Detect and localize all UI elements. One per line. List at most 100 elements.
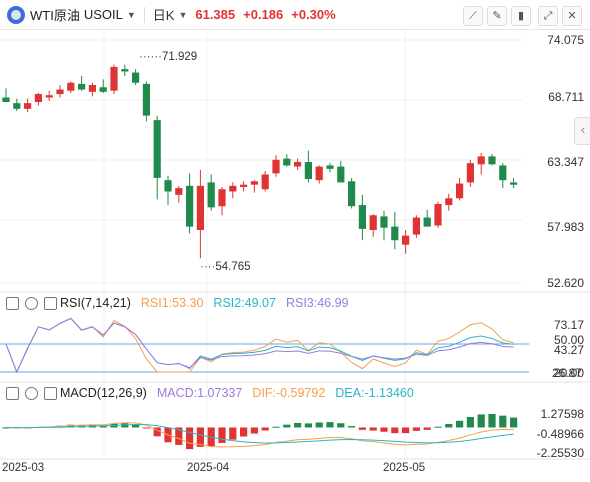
candle-body: [218, 189, 226, 207]
eye-icon[interactable]: [6, 296, 19, 310]
interval-selector[interactable]: 日K: [152, 8, 175, 23]
macd-bar: [153, 427, 161, 437]
settings-gear-icon[interactable]: [25, 386, 38, 400]
candle-body: [164, 180, 172, 192]
macd-series: [2, 413, 518, 450]
candle-body: [283, 158, 291, 166]
macd-axis-label: -0.48966: [536, 427, 584, 441]
rsi-title: RSI(7,14,21): [60, 296, 131, 310]
macd-axis-label: 1.27598: [540, 407, 584, 421]
last-price: 61.385: [195, 7, 236, 22]
x-axis-label: 2025-04: [187, 462, 230, 474]
price-change: +0.186: [243, 7, 284, 22]
candle-body: [240, 184, 248, 187]
symbol-code[interactable]: USOIL: [83, 7, 123, 22]
candle-body: [369, 215, 377, 230]
candle-body: [142, 83, 150, 116]
macd-bar: [510, 417, 518, 428]
macd-bar: [358, 427, 366, 430]
macd-bar: [261, 427, 269, 431]
candle-body: [412, 217, 420, 235]
candle-body: [121, 69, 129, 72]
macd-value: MACD:1.07337: [156, 386, 243, 400]
macd-bar: [326, 422, 334, 428]
price-axis-label: 52.620: [547, 276, 584, 290]
rsi-axis-label: 26.87: [551, 366, 582, 380]
macd-bar: [250, 427, 258, 434]
candle-body: [250, 181, 258, 185]
candle-body: [477, 156, 485, 165]
rsi-axis-label: 50.00: [553, 333, 584, 347]
candle-body: [326, 165, 334, 169]
macd-bar: [229, 427, 237, 440]
rsi2-line: [5, 317, 514, 374]
macd-bar: [142, 427, 150, 429]
macd-bar: [445, 423, 453, 428]
macd-header: MACD(12,26,9) MACD:1.07337 DIF:-0.59792 …: [0, 384, 414, 402]
macd-bar: [294, 422, 302, 428]
price-axis-label: 74.075: [547, 33, 584, 47]
candles: [2, 64, 518, 259]
close-icon[interactable]: ✕: [562, 6, 582, 26]
macd-bar: [499, 415, 507, 428]
price-axis-label: 68.711: [548, 90, 584, 104]
symbol-name[interactable]: WTI原油: [30, 8, 80, 23]
candle-body: [445, 198, 453, 206]
rsi3-value: RSI3:46.99: [285, 296, 349, 310]
candle-body: [380, 216, 388, 228]
chart-type-icon[interactable]: ▮: [511, 6, 531, 26]
candle-body: [56, 89, 64, 95]
macd-bar: [196, 427, 204, 447]
dif-line: [5, 422, 514, 448]
candle-body: [391, 226, 399, 241]
candle-body: [358, 205, 366, 229]
grid-lines: [0, 30, 590, 460]
collapse-panel-chevron-left-icon[interactable]: ‹: [574, 117, 590, 145]
macd-bar: [456, 420, 464, 428]
candle-body: [272, 159, 280, 174]
close-icon[interactable]: [44, 296, 57, 310]
rsi-axis-label: 43.27: [553, 343, 584, 357]
candle-body: [78, 83, 86, 90]
candle-body: [88, 85, 96, 92]
candle-body: [196, 185, 204, 230]
candle-body: [304, 162, 312, 180]
macd-bar: [391, 427, 399, 434]
candle-body: [132, 72, 140, 83]
candle-body: [488, 156, 496, 165]
indicator-icon[interactable]: ⟋: [463, 6, 483, 26]
candle-body: [456, 183, 464, 199]
macd-title: MACD(12,26,9): [60, 386, 147, 400]
rsi2-value: RSI2:49.07: [213, 296, 276, 310]
fullscreen-icon[interactable]: ⤢: [538, 6, 558, 26]
rsi1-value: RSI1:53.30: [140, 296, 204, 310]
macd-axis-label: -2.25530: [536, 446, 584, 460]
candle-body: [261, 174, 269, 190]
macd-bar: [283, 424, 291, 428]
macd-bar: [186, 427, 194, 450]
close-icon[interactable]: [44, 386, 57, 400]
candle-body: [13, 103, 21, 109]
macd-bar: [423, 427, 431, 430]
rsi-axis-label: 73.17: [553, 318, 584, 332]
chevron-down-icon[interactable]: ▼: [126, 9, 136, 20]
candle-body: [510, 182, 518, 185]
interval-chevron-down-icon[interactable]: ▼: [178, 9, 188, 20]
macd-bar: [175, 427, 183, 445]
rsi-header: RSI(7,14,21) RSI1:53.30 RSI2:49.07 RSI3:…: [0, 294, 349, 312]
dea-value: DEA:-1.13460: [335, 386, 414, 400]
macd-bar: [434, 426, 442, 428]
candle-body: [67, 82, 75, 91]
eye-icon[interactable]: [6, 386, 19, 400]
candle-body: [99, 87, 107, 92]
divider: [143, 6, 145, 23]
candle-body: [24, 103, 32, 109]
high-price-marker: ······71.929: [139, 51, 198, 63]
candle-body: [175, 188, 183, 195]
macd-bar: [304, 423, 312, 428]
macd-bar: [348, 426, 356, 428]
macd-bar: [67, 424, 75, 428]
draw-icon[interactable]: ✎: [487, 6, 507, 26]
settings-gear-icon[interactable]: [25, 296, 38, 310]
